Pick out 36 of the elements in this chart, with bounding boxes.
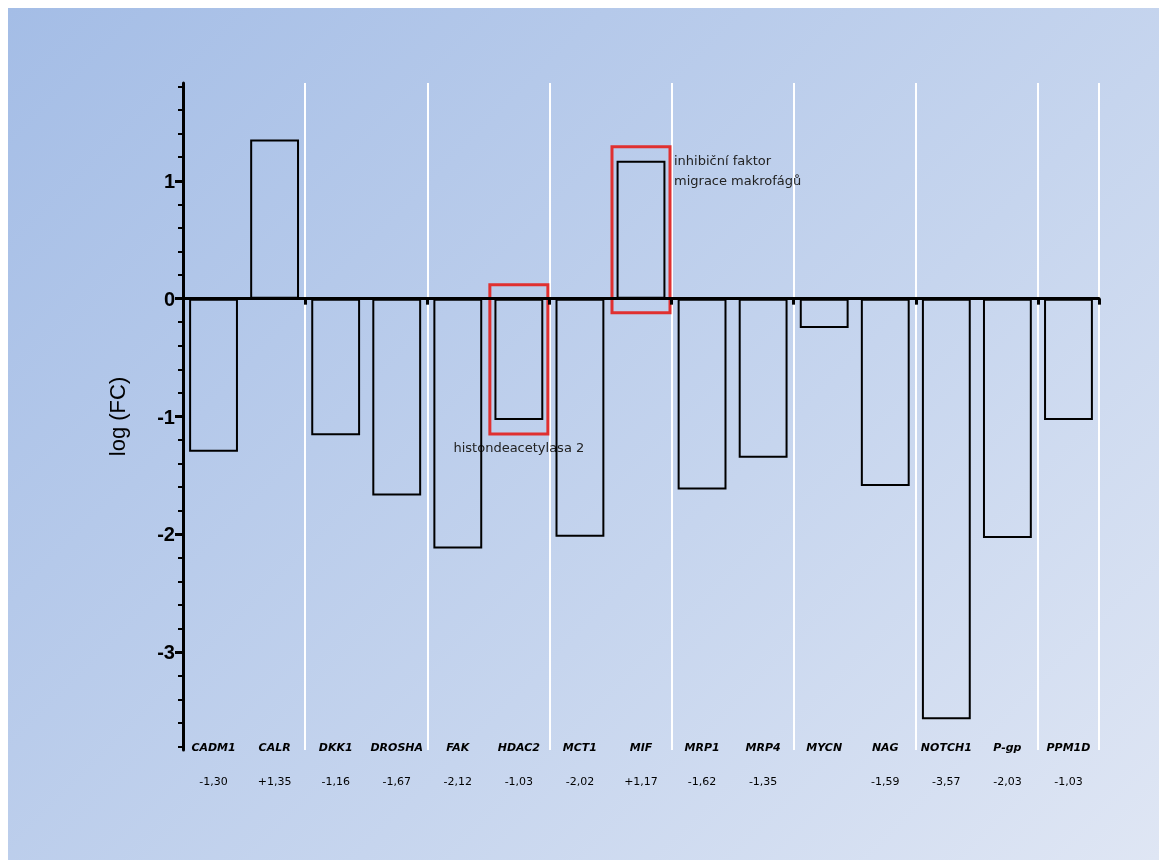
x-tick-label: PPM1D: [1046, 740, 1091, 754]
y-axis-title: log (FC): [104, 376, 130, 457]
x-tick-label: MCT1: [562, 740, 598, 754]
data-label: -3,57: [932, 774, 961, 788]
x-tick-label: NAG: [871, 740, 899, 754]
x-tick-label: NOTCH1: [920, 740, 972, 754]
y-tick-label: 1: [163, 169, 175, 192]
data-label: +1,17: [624, 774, 658, 788]
data-label: -2,02: [565, 774, 595, 788]
y-tick-label: -3: [157, 641, 175, 664]
x-tick-label: MRP4: [745, 740, 781, 754]
data-label: -1,35: [748, 774, 778, 788]
data-label: -1,62: [687, 774, 717, 788]
data-label: -1,03: [1054, 774, 1083, 788]
data-label: -1,30: [199, 774, 228, 788]
data-label: +1,35: [257, 774, 292, 788]
annotation: inhibiční faktor migrace makrofágů: [674, 153, 802, 189]
data-label: -1,03: [504, 774, 534, 788]
x-tick-label: HDAC2: [497, 740, 541, 754]
x-tick-label: DKK1: [318, 740, 353, 754]
x-tick-label: MIF: [629, 740, 653, 754]
data-label: -1,16: [321, 774, 350, 788]
x-tick-label: MRP1: [684, 740, 720, 754]
x-tick-label: CADM1: [191, 740, 236, 754]
y-tick-label: 0: [163, 287, 175, 310]
data-label: -2,12: [443, 774, 473, 788]
y-tick-label: -1: [157, 405, 175, 428]
x-tick-label: MYCN: [806, 740, 843, 754]
x-tick-label: FAK: [446, 740, 471, 754]
data-label: -2,03: [993, 774, 1022, 788]
y-tick-label: -2: [157, 523, 175, 546]
x-tick-label: DROSHA: [370, 740, 424, 754]
x-tick-label: CALR: [258, 740, 291, 754]
data-label: -1,59: [871, 774, 900, 788]
x-tick-label: P-gp: [993, 740, 1022, 754]
data-label: -1,67: [382, 774, 411, 788]
